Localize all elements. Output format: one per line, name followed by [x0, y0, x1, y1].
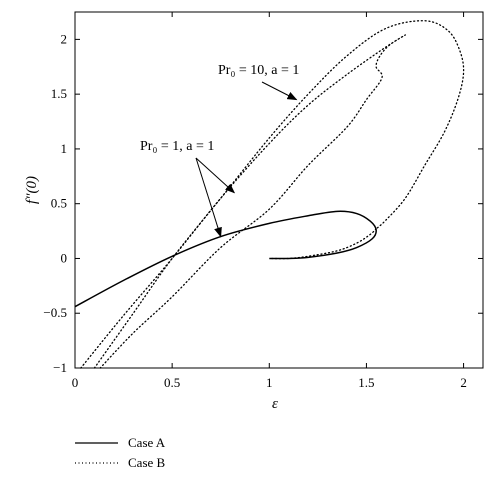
- annotation-arrow-pr10: [261, 81, 298, 101]
- annotation-arrow-pr1-1: [195, 157, 222, 238]
- y-tick-label: 0.5: [51, 196, 67, 211]
- ticks-layer: 0 0.5 1 1.5 2 2 1.5 1 0.5 0 −0.5 −1: [43, 12, 483, 390]
- y-tick-label: 1.5: [51, 86, 67, 101]
- x-tick-label: 2: [460, 375, 467, 390]
- series-line-case-a: [74, 210, 377, 308]
- series-layer: [74, 20, 465, 369]
- y-tick-label: 1: [61, 141, 68, 156]
- series-line-case-b-3: [268, 228, 377, 260]
- y-tick-label: 2: [61, 31, 68, 46]
- annotation-layer: Pr₀ = 10, a = 1 Pr₀ = 1, a = 1: [140, 63, 299, 238]
- x-tick-label: 1.5: [358, 375, 374, 390]
- y-tick-label: 0: [61, 250, 68, 265]
- annotation-pr1: Pr₀ = 1, a = 1: [140, 139, 214, 154]
- x-tick-label: 0.5: [164, 375, 180, 390]
- legend-label-case-a: Case A: [128, 435, 166, 450]
- x-tick-label: 1: [266, 375, 273, 390]
- plot-frame: [74, 11, 484, 369]
- x-axis-label: ε: [272, 396, 278, 412]
- y-axis-label: f″(0): [24, 176, 40, 204]
- legend-label-case-b: Case B: [128, 455, 166, 470]
- annotation-pr10: Pr₀ = 10, a = 1: [218, 63, 299, 78]
- x-tick-label: 0: [72, 375, 79, 390]
- annotation-arrow-pr1-0: [195, 157, 236, 194]
- legend: Case A Case B: [75, 435, 166, 470]
- y-tick-label: −1: [53, 360, 67, 375]
- y-tick-label: −0.5: [43, 305, 67, 320]
